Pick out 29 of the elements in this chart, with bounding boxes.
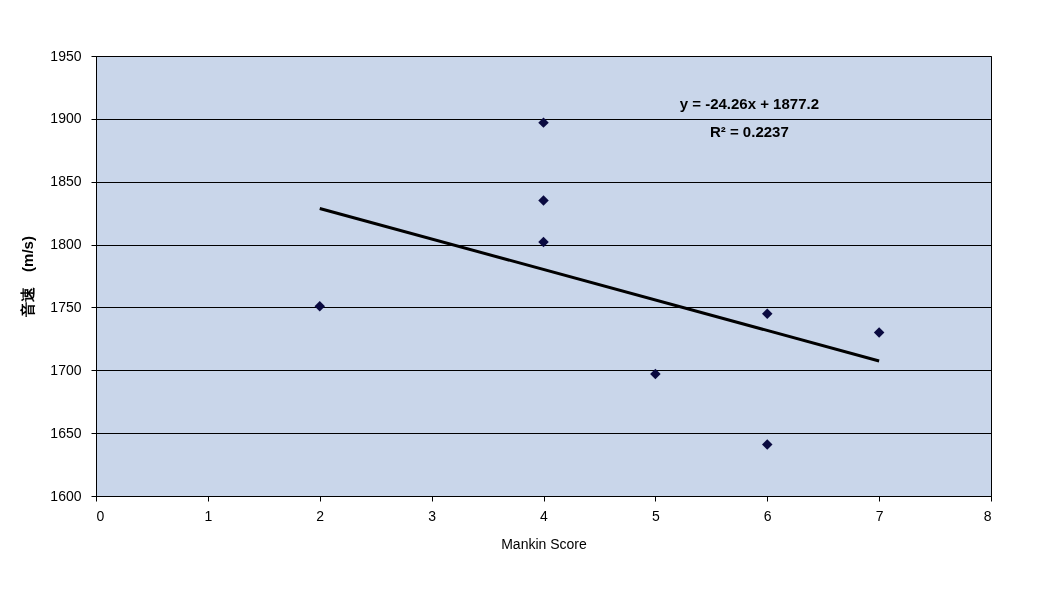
y-tick-label: 1950 xyxy=(50,47,82,64)
x-tick-label: 1 xyxy=(204,507,213,524)
x-tick-label: 7 xyxy=(875,507,884,524)
x-tick-label: 3 xyxy=(428,507,437,524)
y-tick-label: 1800 xyxy=(50,236,82,253)
point xyxy=(538,236,549,248)
annotation: R² = 0.2237 xyxy=(709,123,789,140)
point xyxy=(873,327,885,338)
point xyxy=(762,439,773,450)
point xyxy=(538,195,549,206)
x-tick-label: 4 xyxy=(540,507,549,524)
y-axis-title: 音速 (m/s) xyxy=(19,236,37,318)
y-tick-label: 1850 xyxy=(50,173,82,190)
annotation: y = -24.26x + 1877.2 xyxy=(679,95,819,112)
y-tick-label: 1650 xyxy=(50,424,82,441)
y-tick-label: 1700 xyxy=(50,361,82,378)
x-tick-label: 0 xyxy=(96,507,105,524)
x-tick-label: 2 xyxy=(316,507,325,524)
y-tick-label: 1900 xyxy=(50,110,82,127)
y-tick-label: 1750 xyxy=(50,298,82,315)
point xyxy=(314,300,325,312)
y-tick-label: 1600 xyxy=(50,487,82,504)
point xyxy=(538,117,549,128)
point xyxy=(650,368,661,380)
x-tick-label: 6 xyxy=(763,507,772,524)
x-tick-label: 8 xyxy=(983,507,992,524)
point xyxy=(762,308,773,319)
x-tick-label: 5 xyxy=(651,507,660,524)
x-axis-title: Mankin Score xyxy=(501,535,588,552)
